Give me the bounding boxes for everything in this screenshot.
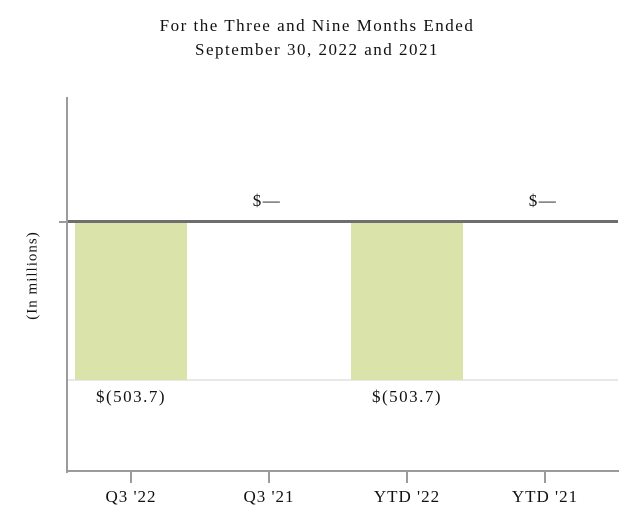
y-axis-label: (In millions) [24,231,41,320]
data-label-ytd-21: $— [528,191,558,210]
x-axis-tick-2 [268,470,270,483]
category-label-ytd-21: YTD '21 [511,487,579,506]
chart-title-line-2: September 30, 2022 and 2021 [195,40,439,59]
x-axis-tick-4 [544,470,546,483]
category-label-q3-22: Q3 '22 [105,487,157,506]
category-label-ytd-22: YTD '22 [373,487,441,506]
data-label-q3-21: $— [252,191,282,210]
data-label-ytd-22: $(503.7) [371,387,443,406]
category-label-q3-21: Q3 '21 [243,487,295,506]
bar-q3-22 [75,223,187,380]
y-axis-zero-tick [59,221,66,223]
chart-title-line-1: For the Three and Nine Months Ended [159,16,475,35]
gridline-negative-value [68,379,618,381]
y-axis-line [66,97,68,473]
x-axis-line [66,470,619,472]
bar-ytd-22 [351,223,463,380]
zero-value-line [68,220,618,223]
x-axis-tick-1 [130,470,132,483]
data-label-q3-22: $(503.7) [95,387,167,406]
x-axis-tick-3 [406,470,408,483]
